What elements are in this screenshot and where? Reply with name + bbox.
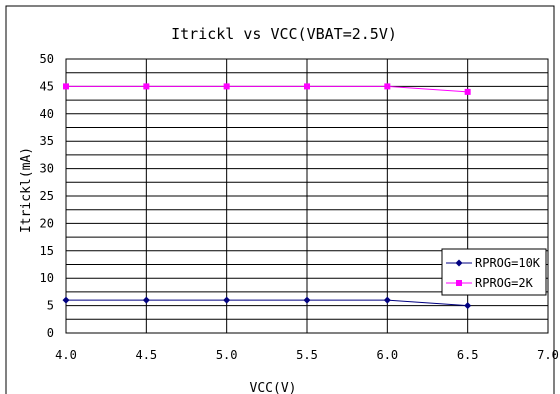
data-point-series-2 <box>384 83 391 90</box>
y-tick-label: 10 <box>40 271 54 285</box>
data-point-series-1 <box>303 296 311 304</box>
chart-area-border <box>5 5 555 394</box>
y-tick-label: 50 <box>40 52 54 66</box>
data-point-series-2 <box>223 83 230 90</box>
y-tick-label: 30 <box>40 162 54 176</box>
data-point-series-2 <box>304 83 310 90</box>
x-tick-label: 6.0 <box>376 348 398 362</box>
y-tick-label: 0 <box>47 326 54 340</box>
legend-entry-label: RPROG=10K <box>475 256 541 270</box>
y-tick-label: 45 <box>40 79 54 93</box>
legend-box <box>441 248 547 296</box>
series-line-2 <box>66 85 468 93</box>
x-tick-label: 5.5 <box>296 348 318 362</box>
y-tick-label: 5 <box>47 299 54 313</box>
series-line-1 <box>66 299 468 307</box>
data-point-series-1 <box>62 296 70 304</box>
x-axis-label: VCC(V) <box>250 381 297 394</box>
data-point-series-1 <box>223 296 231 304</box>
legend-swatch-marker <box>455 259 463 267</box>
data-point-series-2 <box>464 88 471 95</box>
data-point-series-2 <box>63 83 69 90</box>
x-tick-label: 4.0 <box>55 348 77 362</box>
data-point-series-1 <box>464 302 472 310</box>
y-tick-label: 20 <box>40 216 54 230</box>
data-point-series-1 <box>383 296 391 304</box>
legend-entry-label: RPROG=2K <box>475 276 534 290</box>
data-point-series-2 <box>143 83 150 90</box>
x-tick-label: 4.5 <box>135 348 157 362</box>
y-axis-label: Itrickl(mA) <box>19 147 34 233</box>
plot-layer: 0 5 10 15 20 25 30 35 40 45 50 4.0 4.5 5.0 5.5 6.0 6.5 7.… <box>40 52 559 362</box>
chart-title: Itrickl vs VCC(VBAT=2.5V) <box>171 25 397 43</box>
x-tick-label: 7.0 <box>537 348 559 362</box>
data-point-series-1 <box>142 296 150 304</box>
y-tick-label: 35 <box>40 134 54 148</box>
x-tick-label: 5.0 <box>216 348 238 362</box>
legend-swatch-marker <box>456 280 462 286</box>
plot-area-border <box>65 58 549 334</box>
y-tick-label: 15 <box>40 244 54 258</box>
x-tick-label: 6.5 <box>457 348 479 362</box>
legend: RPROG=10K RPROG=2K <box>441 248 547 296</box>
y-tick-label: 40 <box>40 107 54 121</box>
y-tick-label: 25 <box>40 189 54 203</box>
